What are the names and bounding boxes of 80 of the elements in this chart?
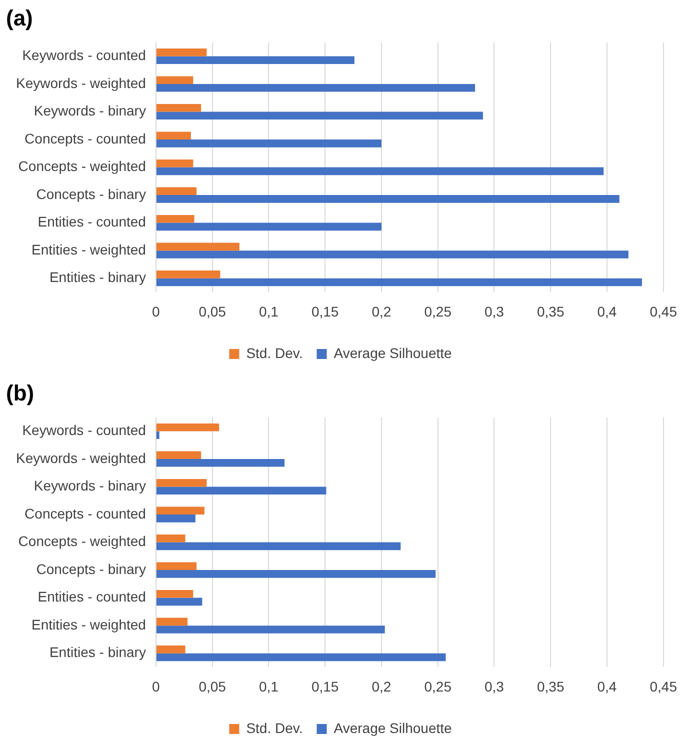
legend-label: Std. Dev. xyxy=(246,720,303,736)
bar xyxy=(156,167,604,176)
bar xyxy=(156,56,354,64)
x-tick-label: 0,25 xyxy=(424,303,452,320)
x-tick-label: 0,25 xyxy=(424,678,452,694)
bar xyxy=(156,626,385,634)
legend-label: Average Silhouette xyxy=(334,720,452,736)
y-tick-label: Entities - weighted xyxy=(32,241,146,258)
y-tick-label: Entities - binary xyxy=(49,269,146,286)
bar xyxy=(156,479,207,487)
x-tick-label: 0,4 xyxy=(597,678,617,694)
bar xyxy=(156,132,191,140)
bar xyxy=(156,84,476,92)
bar xyxy=(156,542,401,550)
bar xyxy=(156,187,197,196)
bar xyxy=(156,48,207,56)
bar xyxy=(156,590,194,598)
x-tick-label: 0 xyxy=(152,678,160,694)
y-tick-label: Keywords - weighted xyxy=(16,450,146,466)
y-tick-label: Concepts - counted xyxy=(24,130,146,146)
x-tick-label: 0,45 xyxy=(650,678,678,694)
y-tick-label: Concepts - binary xyxy=(36,560,146,577)
bar xyxy=(156,160,194,168)
bar xyxy=(156,618,188,626)
legend-label: Std. Dev. xyxy=(246,344,303,361)
bar xyxy=(156,424,220,432)
x-tick-label: 0,15 xyxy=(311,678,339,694)
x-tick-label: 0,35 xyxy=(536,678,564,694)
y-tick-label: Entities - counted xyxy=(38,588,146,605)
bar xyxy=(156,215,194,223)
bar xyxy=(156,76,194,84)
bar xyxy=(156,506,204,515)
bar xyxy=(156,278,642,286)
legend-label: Average Silhouette xyxy=(334,344,452,361)
y-tick-label: Concepts - counted xyxy=(24,505,146,522)
y-tick-label: Keywords - counted xyxy=(22,47,146,64)
bar xyxy=(156,104,202,112)
x-tick-label: 0,4 xyxy=(597,303,617,320)
x-tick-label: 0,05 xyxy=(198,303,226,320)
y-tick-label: Keywords - counted xyxy=(22,422,146,438)
y-tick-label: Entities - binary xyxy=(49,644,146,660)
bar xyxy=(156,112,483,120)
y-tick-label: Concepts - binary xyxy=(36,186,146,202)
chart-title: (a) xyxy=(6,5,33,30)
bar xyxy=(156,140,382,148)
x-tick-label: 0,1 xyxy=(258,678,279,694)
y-tick-label: Keywords - binary xyxy=(34,102,146,119)
bar xyxy=(156,451,202,460)
x-tick-label: 0,1 xyxy=(258,303,279,320)
bar xyxy=(156,514,196,522)
y-tick-label: Entities - counted xyxy=(38,214,146,230)
x-tick-label: 0,2 xyxy=(372,303,392,320)
bar xyxy=(156,486,326,495)
x-tick-label: 0,45 xyxy=(650,303,678,320)
x-tick-label: 0,3 xyxy=(484,678,504,694)
y-tick-label: Keywords - weighted xyxy=(16,74,146,91)
bar xyxy=(156,431,160,440)
bar xyxy=(156,570,436,578)
bar xyxy=(156,242,240,251)
bar xyxy=(156,459,284,467)
x-tick-label: 0,15 xyxy=(311,303,339,320)
x-tick-label: 0,2 xyxy=(372,678,392,694)
x-tick-label: 0,35 xyxy=(536,303,564,320)
x-tick-label: 0 xyxy=(152,303,160,320)
bar xyxy=(156,195,620,203)
y-tick-label: Keywords - binary xyxy=(34,478,146,494)
bar xyxy=(156,222,382,231)
bar xyxy=(156,598,202,606)
x-tick-label: 0,05 xyxy=(198,678,226,694)
bar xyxy=(156,562,197,570)
y-tick-label: Entities - weighted xyxy=(32,616,146,632)
x-tick-label: 0,3 xyxy=(484,303,504,320)
bar xyxy=(156,270,220,278)
bar xyxy=(156,534,186,542)
bar xyxy=(156,250,628,258)
bar xyxy=(156,646,186,654)
y-tick-label: Concepts - weighted xyxy=(18,533,146,550)
bar xyxy=(156,653,446,662)
y-tick-label: Concepts - weighted xyxy=(18,158,146,174)
chart-title: (b) xyxy=(6,380,34,406)
